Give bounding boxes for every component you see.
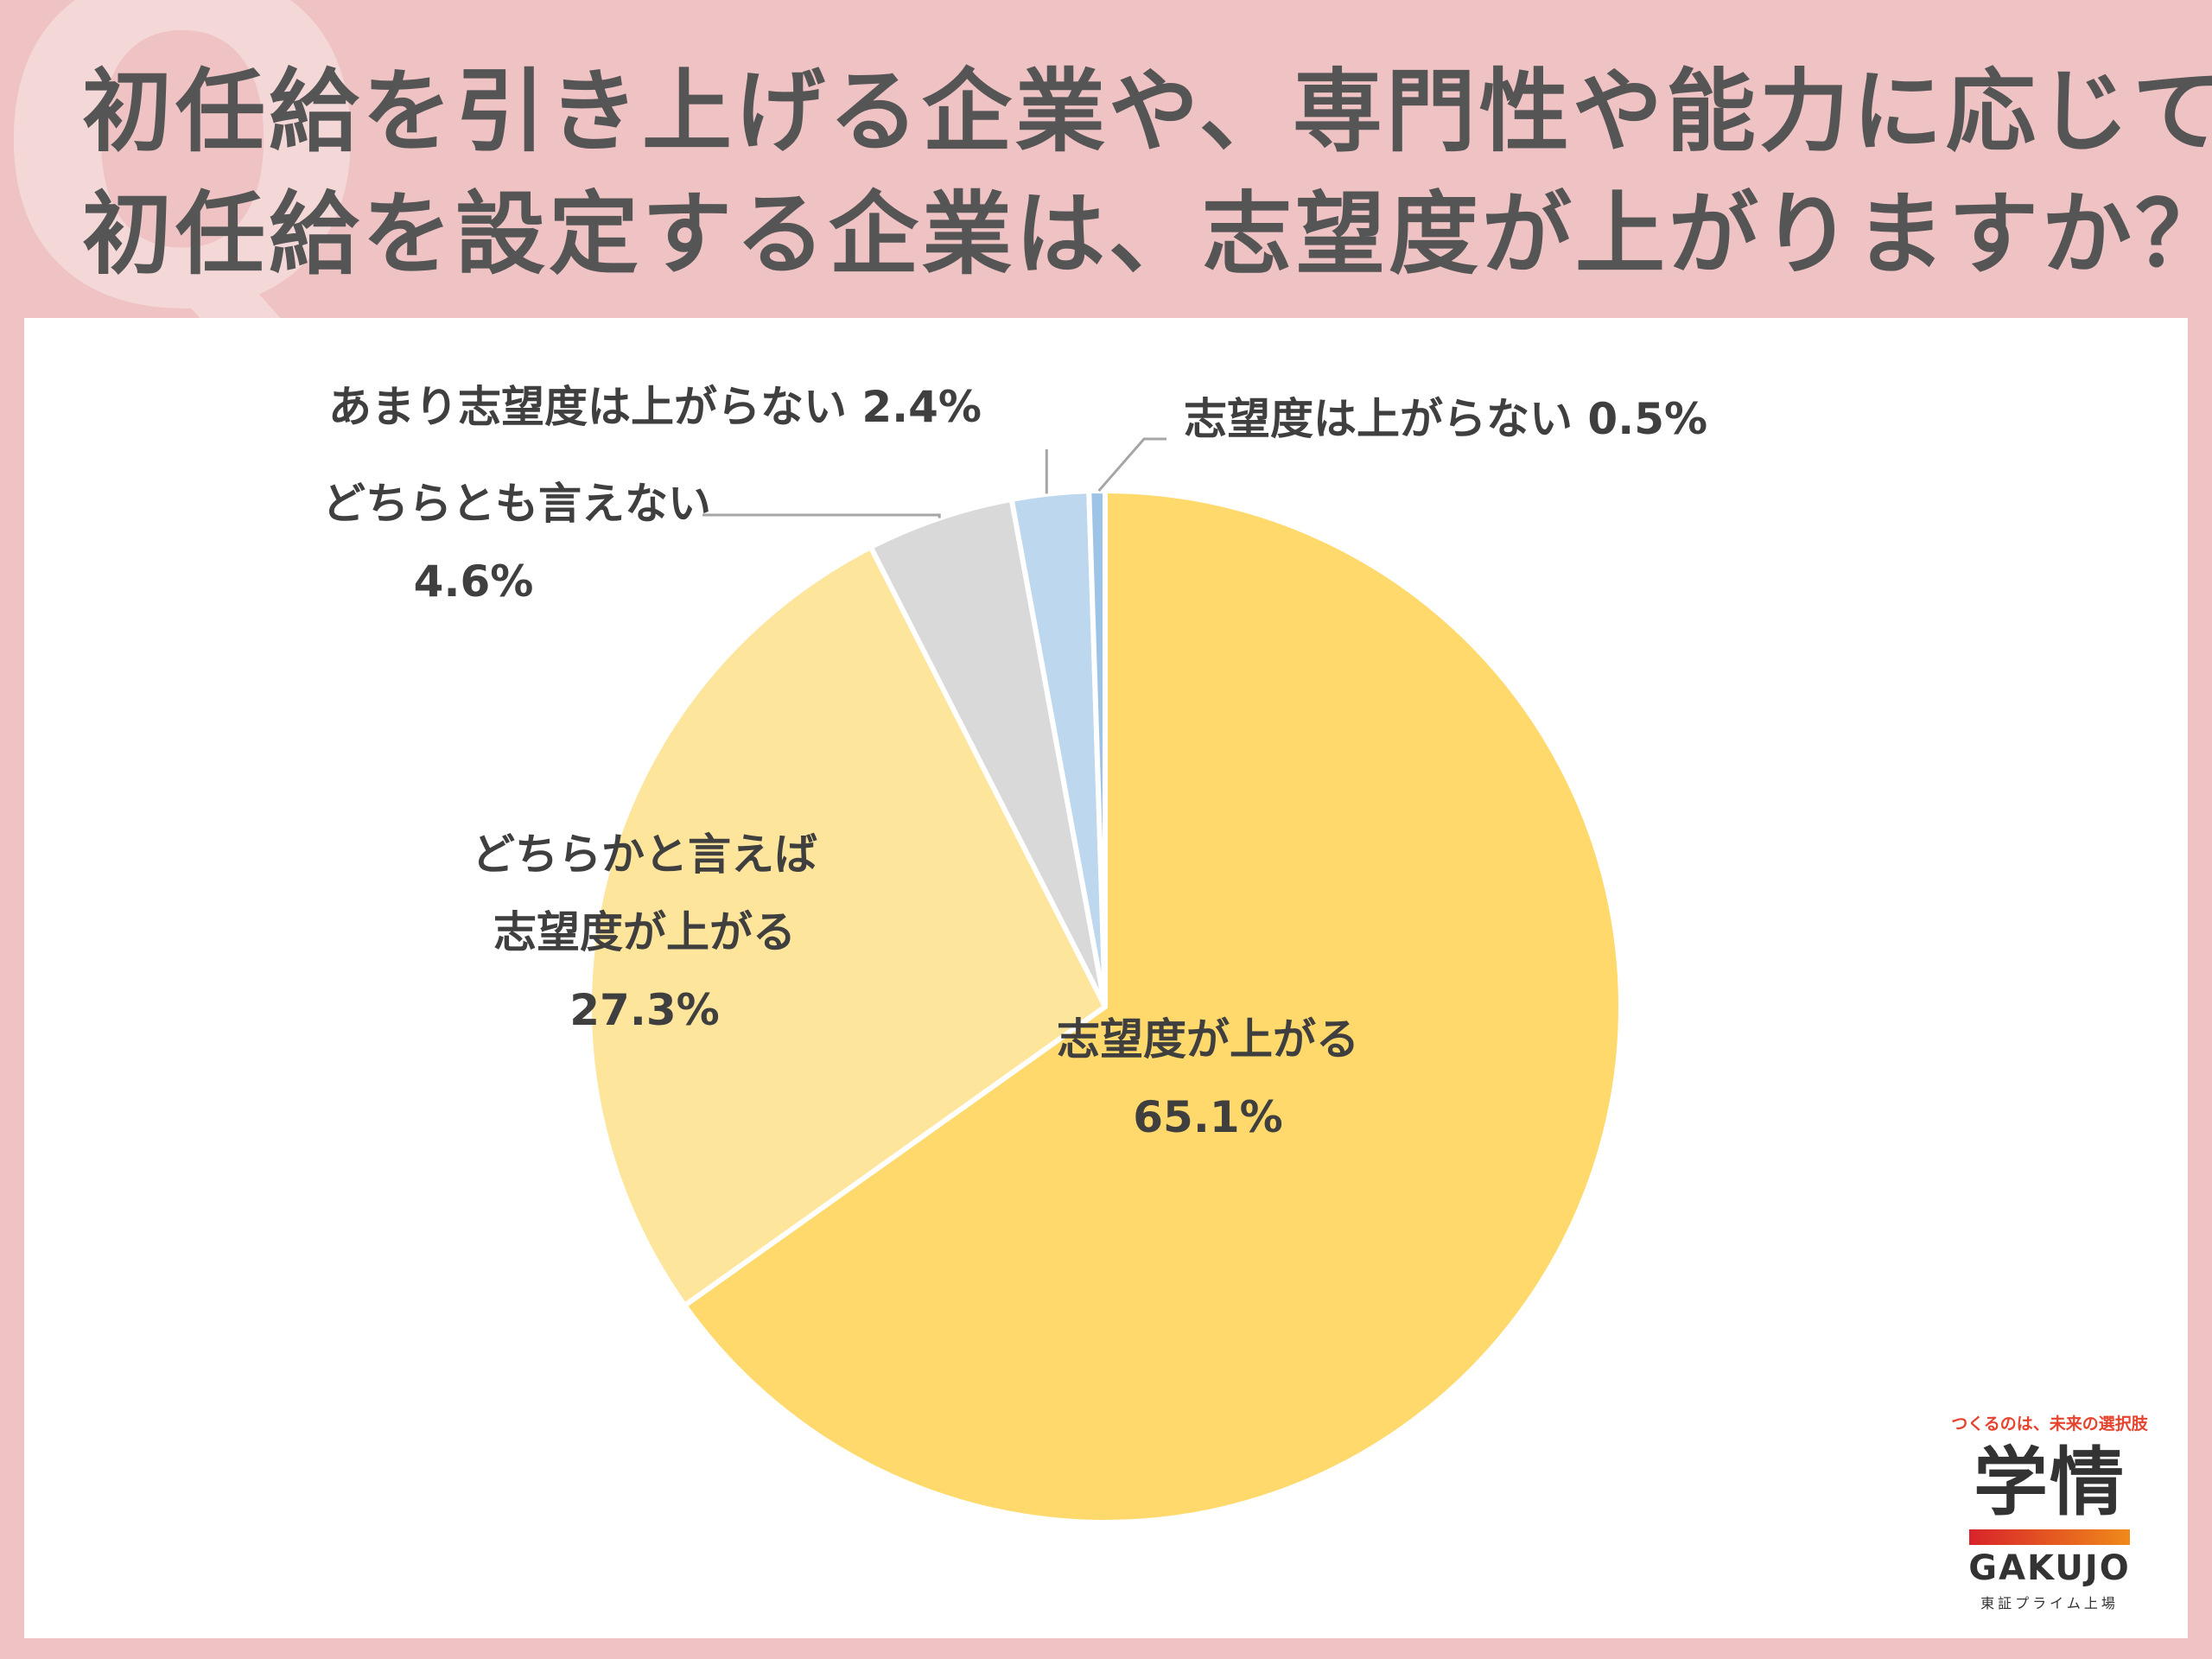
pie-chart: 志望度が上がる65.1%どちらかと言えば志望度が上がる27.3%どちらとも言えな… [322, 382, 1707, 1525]
slice-2-leader-line [702, 513, 941, 518]
title-line-1: 初任給を引き上げる企業や、専門性や能力に応じて [82, 59, 2212, 164]
page-title: 初任給を引き上げる企業や、専門性や能力に応じて 初任給を設定する企業は、志望度が… [82, 50, 2212, 296]
pie-slice-4 [1086, 488, 1108, 1009]
pie-slice-1 [587, 544, 1108, 1308]
title-line-2: 初任給を設定する企業は、志望度が上がりますか？ [82, 181, 2212, 287]
logo-sub: 東証プライム上場 [1980, 1595, 2119, 1611]
logo-bar [1969, 1529, 2130, 1545]
slice-0-label: 志望度が上がる [1057, 1014, 1359, 1065]
logo-tagline: つくるのは、未来の選択肢 [1951, 1414, 2148, 1433]
logo-roman: GAKUJO [1968, 1548, 2131, 1588]
slice-4-leader-line [1097, 437, 1166, 493]
slice-4-label: 志望度は上がらない 0.5% [1184, 394, 1707, 444]
slice-3-label: あまり志望度は上がらない 2.4% [328, 382, 982, 432]
slice-2-value: 4.6% [414, 556, 534, 607]
slice-1-value: 27.3% [569, 985, 719, 1035]
gakujo-logo: つくるのは、未来の選択肢 学情 GAKUJO 東証プライム上場 [1950, 1411, 2149, 1612]
pie-slice-0 [682, 488, 1624, 1525]
chart-panel: 志望度が上がる 65.1% どちらかと言えば 志望度が上がる 27.3% どちらとも言えな… [24, 318, 2188, 1638]
pie-slice-2 [868, 496, 1108, 1009]
slice-1-label-line-2: 志望度が上がる [493, 907, 796, 957]
slice-0-value: 65.1% [1133, 1092, 1282, 1142]
logo-kanji: 学情 [1974, 1440, 2126, 1526]
slice-1-label-line-1: どちらかと言えば [472, 830, 817, 880]
slice-2-label: どちらとも言えない [322, 479, 711, 529]
